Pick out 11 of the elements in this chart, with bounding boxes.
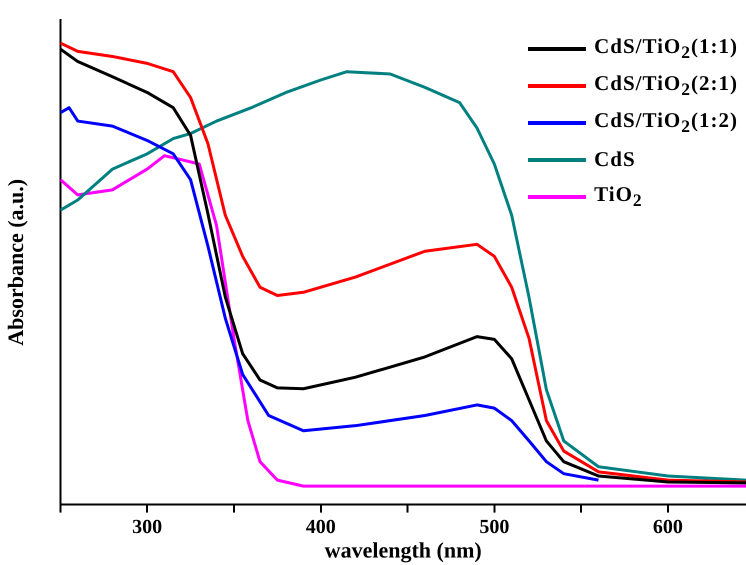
x-tick-label: 600 [652,516,683,538]
legend-label: CdS [594,147,636,172]
legend-label: CdS/TiO$_{2}$(1:2) [594,108,738,138]
legend-label: CdS/TiO$_{2}$(2:1) [594,70,738,100]
y-axis-title: Absorbance (a.u.) [2,178,28,346]
legend-label: CdS/TiO$_{2}$(1:1) [594,34,738,64]
x-tick-label: 500 [479,516,510,538]
x-axis-title: wavelength (nm) [324,537,482,562]
x-tick-label: 300 [132,516,162,538]
x-tick-label: 400 [306,516,336,538]
legend-label: TiO$_{2}$ [594,182,643,212]
